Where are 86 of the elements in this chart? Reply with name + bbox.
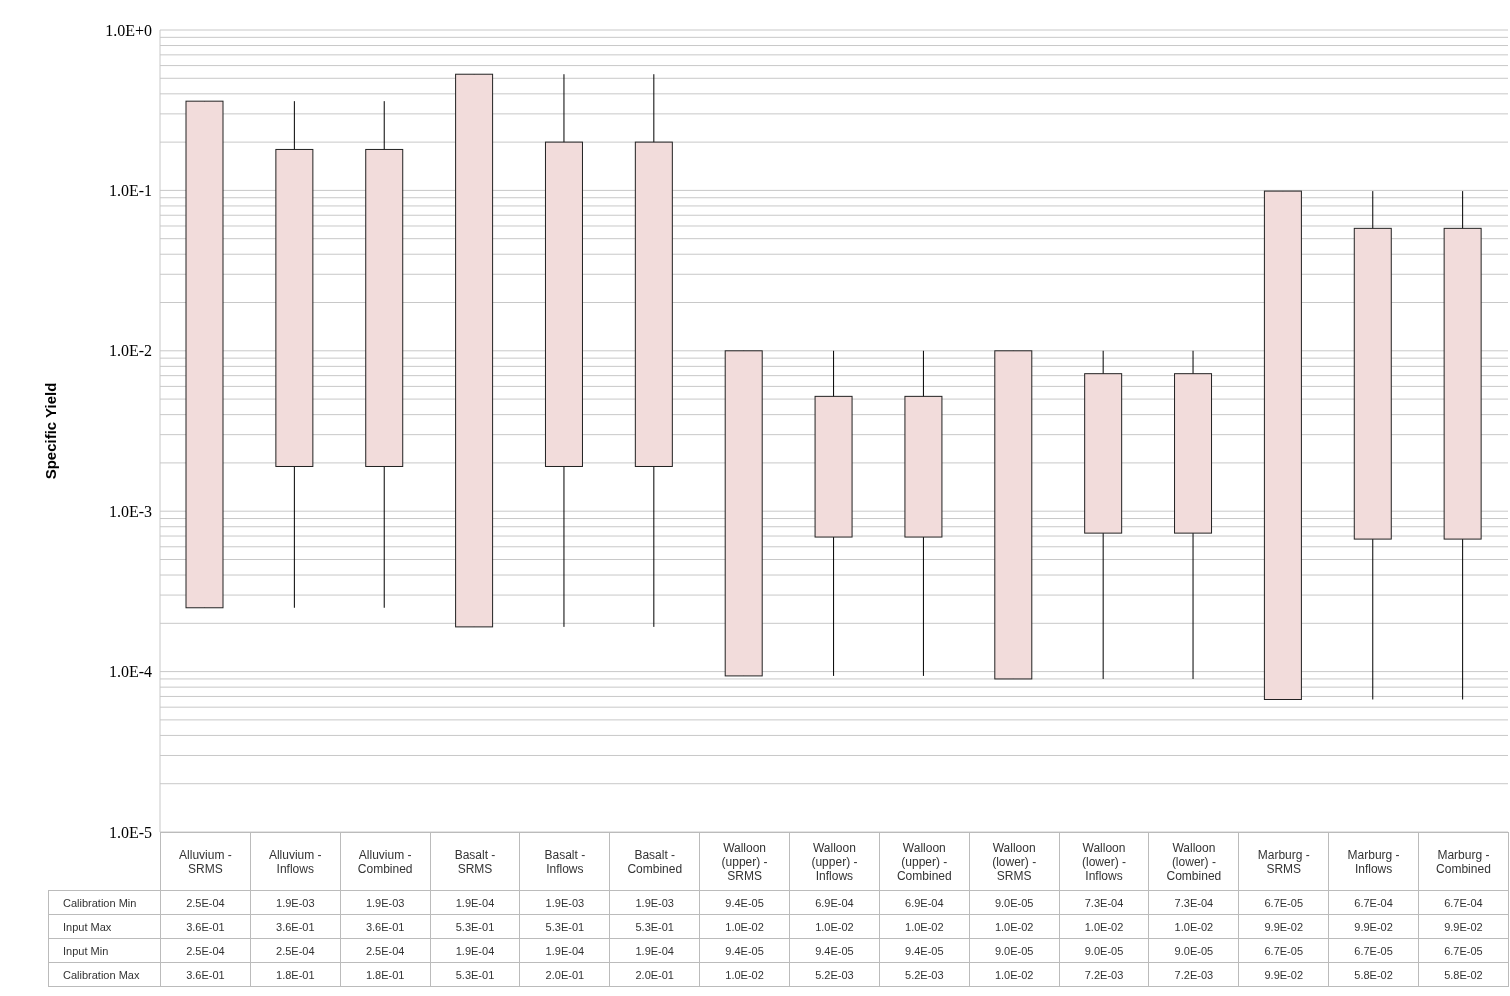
text: 6.7E-05 xyxy=(1418,938,1509,963)
text: 5.3E-01 xyxy=(519,914,610,939)
x-tick-label: Walloon (lower) - Inflows xyxy=(1059,832,1149,891)
text: 9.4E-05 xyxy=(699,938,790,963)
text: 5.3E-01 xyxy=(430,914,520,939)
text: 9.4E-05 xyxy=(699,890,790,915)
x-tick-label: Alluvium - Combined xyxy=(340,832,431,891)
text: 7.2E-03 xyxy=(1059,962,1149,987)
text: 1.0E-02 xyxy=(1059,914,1149,939)
text: 5.8E-02 xyxy=(1418,962,1509,987)
y-tick-label: 1.0E-4 xyxy=(108,663,152,681)
text: 5.3E-01 xyxy=(430,962,520,987)
text: 1.9E-03 xyxy=(340,890,431,915)
x-tick-label: Walloon (lower) - SRMS xyxy=(969,832,1060,891)
x-tick-label: Marburg - SRMS xyxy=(1238,832,1329,891)
text: 3.6E-01 xyxy=(250,914,341,939)
text: 9.4E-05 xyxy=(789,938,880,963)
text: 3.6E-01 xyxy=(340,914,431,939)
text: 2.5E-04 xyxy=(160,938,251,963)
text: 1.8E-01 xyxy=(340,962,431,987)
text: 6.7E-05 xyxy=(1238,890,1329,915)
x-tick-label: Walloon (upper) - Combined xyxy=(879,832,970,891)
x-tick-label: Walloon (upper) - SRMS xyxy=(699,832,790,891)
x-tick-label: Walloon (upper) - Inflows xyxy=(789,832,880,891)
text: 2.0E-01 xyxy=(519,962,610,987)
x-tick-label: Marburg - Combined xyxy=(1418,832,1509,891)
text: 3.6E-01 xyxy=(160,914,251,939)
text: 6.7E-04 xyxy=(1328,890,1419,915)
text: 6.7E-04 xyxy=(1418,890,1509,915)
text: 1.0E-02 xyxy=(969,914,1060,939)
text: Calibration Max xyxy=(48,962,161,987)
text: 7.3E-04 xyxy=(1059,890,1149,915)
x-tick-label: Walloon (lower) - Combined xyxy=(1148,832,1239,891)
text: 3.6E-01 xyxy=(160,962,251,987)
text: 1.9E-03 xyxy=(519,890,610,915)
text: 5.2E-03 xyxy=(879,962,970,987)
text: 9.0E-05 xyxy=(1148,938,1239,963)
text: 6.7E-05 xyxy=(1328,938,1419,963)
text: 5.8E-02 xyxy=(1328,962,1419,987)
text: 1.9E-03 xyxy=(609,890,700,915)
text: 1.9E-04 xyxy=(609,938,700,963)
text: 1.9E-04 xyxy=(430,890,520,915)
text: 5.2E-03 xyxy=(789,962,880,987)
text: 7.2E-03 xyxy=(1148,962,1239,987)
text: 9.4E-05 xyxy=(879,938,970,963)
text: 9.0E-05 xyxy=(1059,938,1149,963)
text: 9.9E-02 xyxy=(1418,914,1509,939)
y-tick-label: 1.0E+0 xyxy=(105,21,152,39)
text: 1.0E-02 xyxy=(699,914,790,939)
text: 9.9E-02 xyxy=(1238,914,1329,939)
text: 1.0E-02 xyxy=(789,914,880,939)
text: 2.0E-01 xyxy=(609,962,700,987)
text: 2.5E-04 xyxy=(340,938,431,963)
text: 1.9E-04 xyxy=(519,938,610,963)
text: 9.0E-05 xyxy=(969,938,1060,963)
text: 1.9E-04 xyxy=(430,938,520,963)
text: 1.0E-02 xyxy=(1148,914,1239,939)
text: 1.0E-02 xyxy=(879,914,970,939)
y-tick-label: 1.0E-1 xyxy=(108,182,152,200)
x-tick-label: Marburg - Inflows xyxy=(1328,832,1419,891)
y-tick-label: 1.0E-5 xyxy=(108,823,152,841)
y-tick-label: 1.0E-2 xyxy=(108,342,152,360)
text: Input Min xyxy=(48,938,161,963)
text: 2.5E-04 xyxy=(250,938,341,963)
text: 1.0E-02 xyxy=(969,962,1060,987)
text: 9.9E-02 xyxy=(1238,962,1329,987)
text: 1.8E-01 xyxy=(250,962,341,987)
x-tick-label: Basalt - Combined xyxy=(609,832,700,891)
text: 9.9E-02 xyxy=(1328,914,1419,939)
text: 1.9E-03 xyxy=(250,890,341,915)
y-tick-label: 1.0E-3 xyxy=(108,502,152,520)
x-tick-label: Alluvium - Inflows xyxy=(250,832,341,891)
text: 6.9E-04 xyxy=(789,890,880,915)
x-tick-label: Basalt - Inflows xyxy=(519,832,610,891)
text: 6.7E-05 xyxy=(1238,938,1329,963)
text: 5.3E-01 xyxy=(609,914,700,939)
x-tick-label: Basalt - SRMS xyxy=(430,832,520,891)
y-axis-title: Specific Yield xyxy=(41,382,59,480)
text: 7.3E-04 xyxy=(1148,890,1239,915)
x-tick-label: Alluvium - SRMS xyxy=(160,832,251,891)
text: 6.9E-04 xyxy=(879,890,970,915)
text: Input Max xyxy=(48,914,161,939)
text: 9.0E-05 xyxy=(969,890,1060,915)
text: Calibration Min xyxy=(48,890,161,915)
text: 1.0E-02 xyxy=(699,962,790,987)
text: 2.5E-04 xyxy=(160,890,251,915)
